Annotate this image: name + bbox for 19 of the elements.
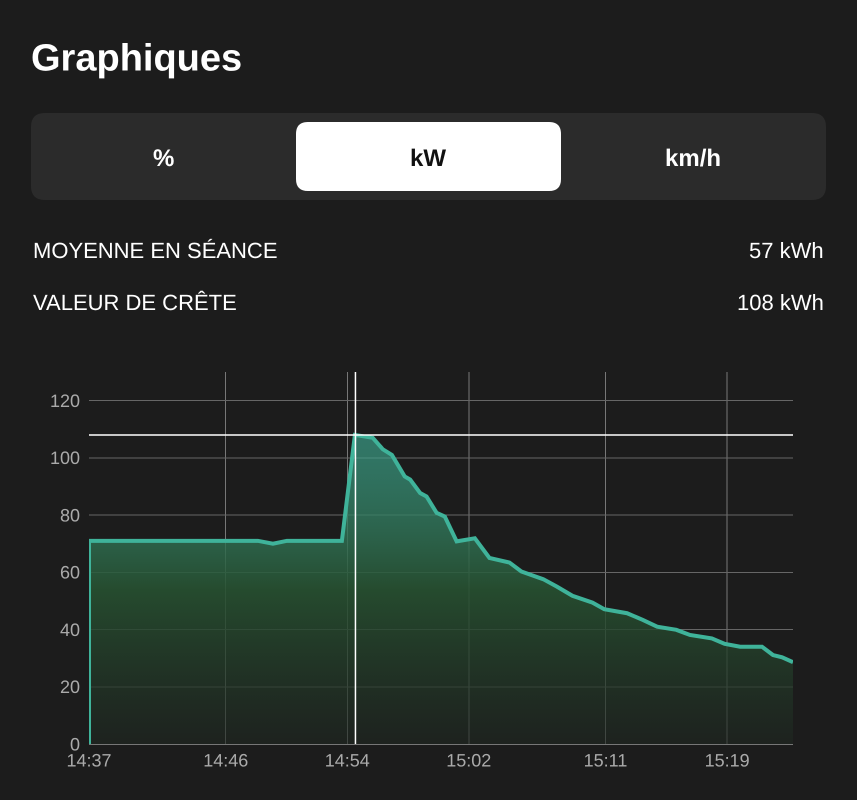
text: MOYENNE EN SÉANCE [33, 238, 278, 263]
text: VALEUR DE CRÊTE [33, 290, 237, 315]
x-tick-label: 15:11 [584, 750, 628, 771]
x-tick-label: 14:46 [203, 750, 248, 771]
chart-title: Graphiques [31, 37, 242, 80]
text: % [153, 145, 174, 172]
y-tick-label: 20 [60, 677, 80, 698]
text: km/h [665, 145, 722, 172]
x-tick-label: 15:19 [704, 750, 750, 771]
y-tick-label: 60 [60, 562, 80, 583]
text: kW [410, 145, 446, 172]
y-tick-label: 120 [50, 390, 80, 411]
x-tick-label: 14:54 [324, 750, 370, 771]
y-tick-label: 40 [60, 620, 80, 640]
text: 57 kWh [749, 238, 824, 263]
text: 108 kWh [737, 290, 824, 315]
x-tick-label: 15:02 [446, 750, 492, 771]
y-tick-label: 100 [50, 448, 80, 468]
y-tick-label: 80 [60, 505, 80, 526]
